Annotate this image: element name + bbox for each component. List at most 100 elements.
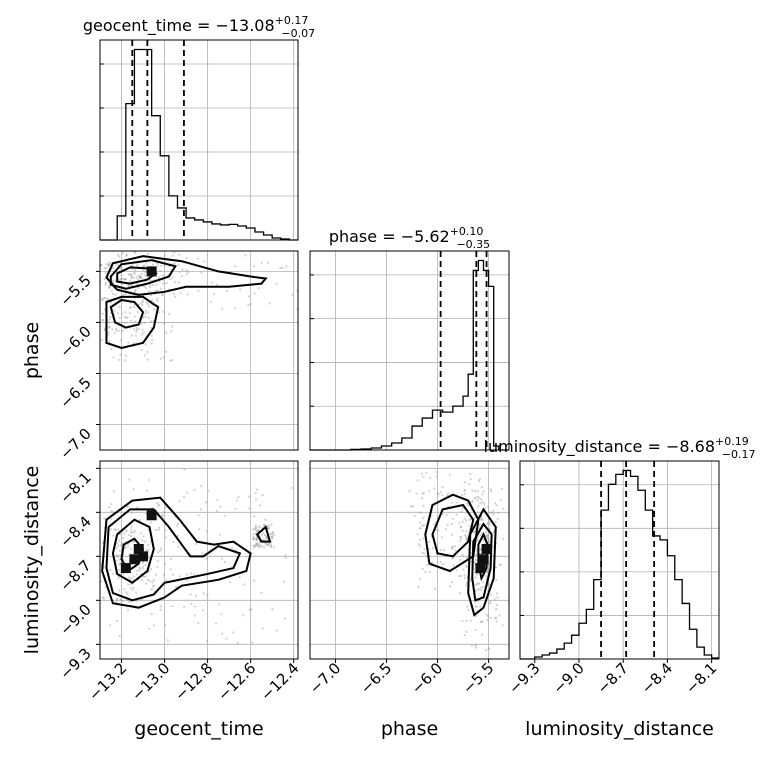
scatter-point	[130, 576, 133, 580]
scatter-point	[235, 499, 238, 502]
scatter-point	[174, 295, 177, 298]
scatter-point	[409, 505, 413, 508]
scatter-point	[465, 564, 468, 567]
contour-line	[255, 525, 272, 543]
scatter-point	[117, 255, 121, 258]
scatter-point	[136, 310, 139, 314]
scatter-point	[157, 503, 160, 506]
scatter-point	[159, 605, 163, 608]
scatter-point	[473, 560, 476, 563]
x-tick-label: −13.0	[128, 659, 173, 704]
scatter-point	[107, 264, 111, 267]
scatter-point	[474, 605, 477, 608]
scatter-point	[252, 533, 255, 536]
scatter-point	[177, 545, 180, 548]
scatter-point	[180, 275, 184, 278]
scatter-point	[98, 259, 100, 261]
scatter-point	[154, 573, 158, 577]
scatter-point	[186, 271, 189, 274]
scatter-point	[127, 533, 130, 537]
scatter-point	[493, 598, 496, 601]
scatter-point	[260, 534, 263, 537]
density-cell	[478, 554, 489, 565]
scatter-point	[165, 282, 168, 285]
scatter-point	[159, 287, 162, 290]
scatter-point	[157, 311, 161, 314]
contour-line	[431, 503, 475, 558]
scatter-point	[463, 517, 466, 520]
scatter-point	[488, 583, 491, 586]
density-cell	[129, 554, 140, 565]
scatter-point	[141, 328, 144, 331]
scatter-point	[62, 641, 64, 643]
scatter-point	[467, 608, 470, 612]
scatter-point	[254, 526, 258, 529]
scatter-point	[283, 580, 286, 583]
scatter-point	[261, 493, 264, 497]
scatter-point	[129, 246, 131, 248]
scatter-point	[501, 507, 505, 510]
scatter-point	[135, 328, 139, 331]
scatter-point	[488, 523, 492, 527]
scatter-point	[149, 293, 153, 297]
scatter-point	[122, 294, 125, 297]
scatter-point	[262, 538, 266, 541]
scatter-point	[202, 260, 205, 263]
x-tick-label: −6.5	[357, 659, 395, 697]
scatter-point	[143, 270, 146, 274]
scatter-point	[261, 627, 264, 630]
scatter-point	[81, 595, 83, 597]
scatter-point	[244, 254, 247, 257]
scatter-point	[121, 329, 124, 332]
scatter-point	[107, 264, 110, 267]
scatter-point	[501, 624, 504, 627]
scatter-point	[228, 581, 232, 584]
scatter-point	[495, 616, 498, 619]
scatter-point	[132, 276, 135, 279]
scatter-point	[183, 468, 186, 471]
scatter-point	[146, 302, 150, 306]
scatter-point	[223, 514, 226, 517]
scatter-point	[157, 504, 160, 508]
scatter-point	[158, 280, 161, 283]
scatter-point	[480, 498, 483, 501]
scatter-point	[108, 318, 111, 321]
scatter-point	[480, 620, 483, 623]
scatter-point	[471, 501, 474, 504]
y-tick-label: −8.7	[56, 556, 94, 594]
scatter-point	[271, 608, 274, 611]
scatter-point	[220, 613, 223, 616]
scatter-point	[118, 558, 121, 561]
scatter-point	[422, 537, 425, 540]
scatter-point	[156, 502, 159, 505]
scatter-point	[435, 475, 438, 478]
scatter-point	[189, 572, 193, 575]
scatter-point	[119, 267, 122, 270]
scatter-point	[125, 253, 128, 256]
scatter-point	[459, 526, 463, 529]
scatter-point	[120, 274, 123, 277]
scatter-point	[499, 498, 502, 502]
scatter-point	[172, 541, 175, 544]
scatter-point	[141, 299, 145, 302]
scatter-point	[97, 300, 99, 302]
scatter-point	[142, 535, 145, 538]
scatter-point	[186, 293, 189, 296]
scatter-point	[498, 614, 501, 617]
scatter-point	[114, 279, 117, 282]
scatter-point	[254, 527, 257, 531]
scatter-point	[155, 297, 159, 300]
scatter-point	[109, 528, 112, 531]
scatter-point	[143, 274, 147, 277]
scatter-point	[470, 644, 473, 647]
scatter-point	[495, 592, 498, 595]
scatter-point	[176, 522, 180, 525]
scatter-point	[206, 639, 209, 642]
scatter-point	[103, 327, 106, 330]
y-tick-label: −7.0	[56, 425, 94, 463]
scatter-point	[481, 633, 484, 636]
scatter-point	[480, 532, 483, 535]
scatter-point	[138, 276, 141, 279]
scatter-point	[258, 525, 261, 528]
